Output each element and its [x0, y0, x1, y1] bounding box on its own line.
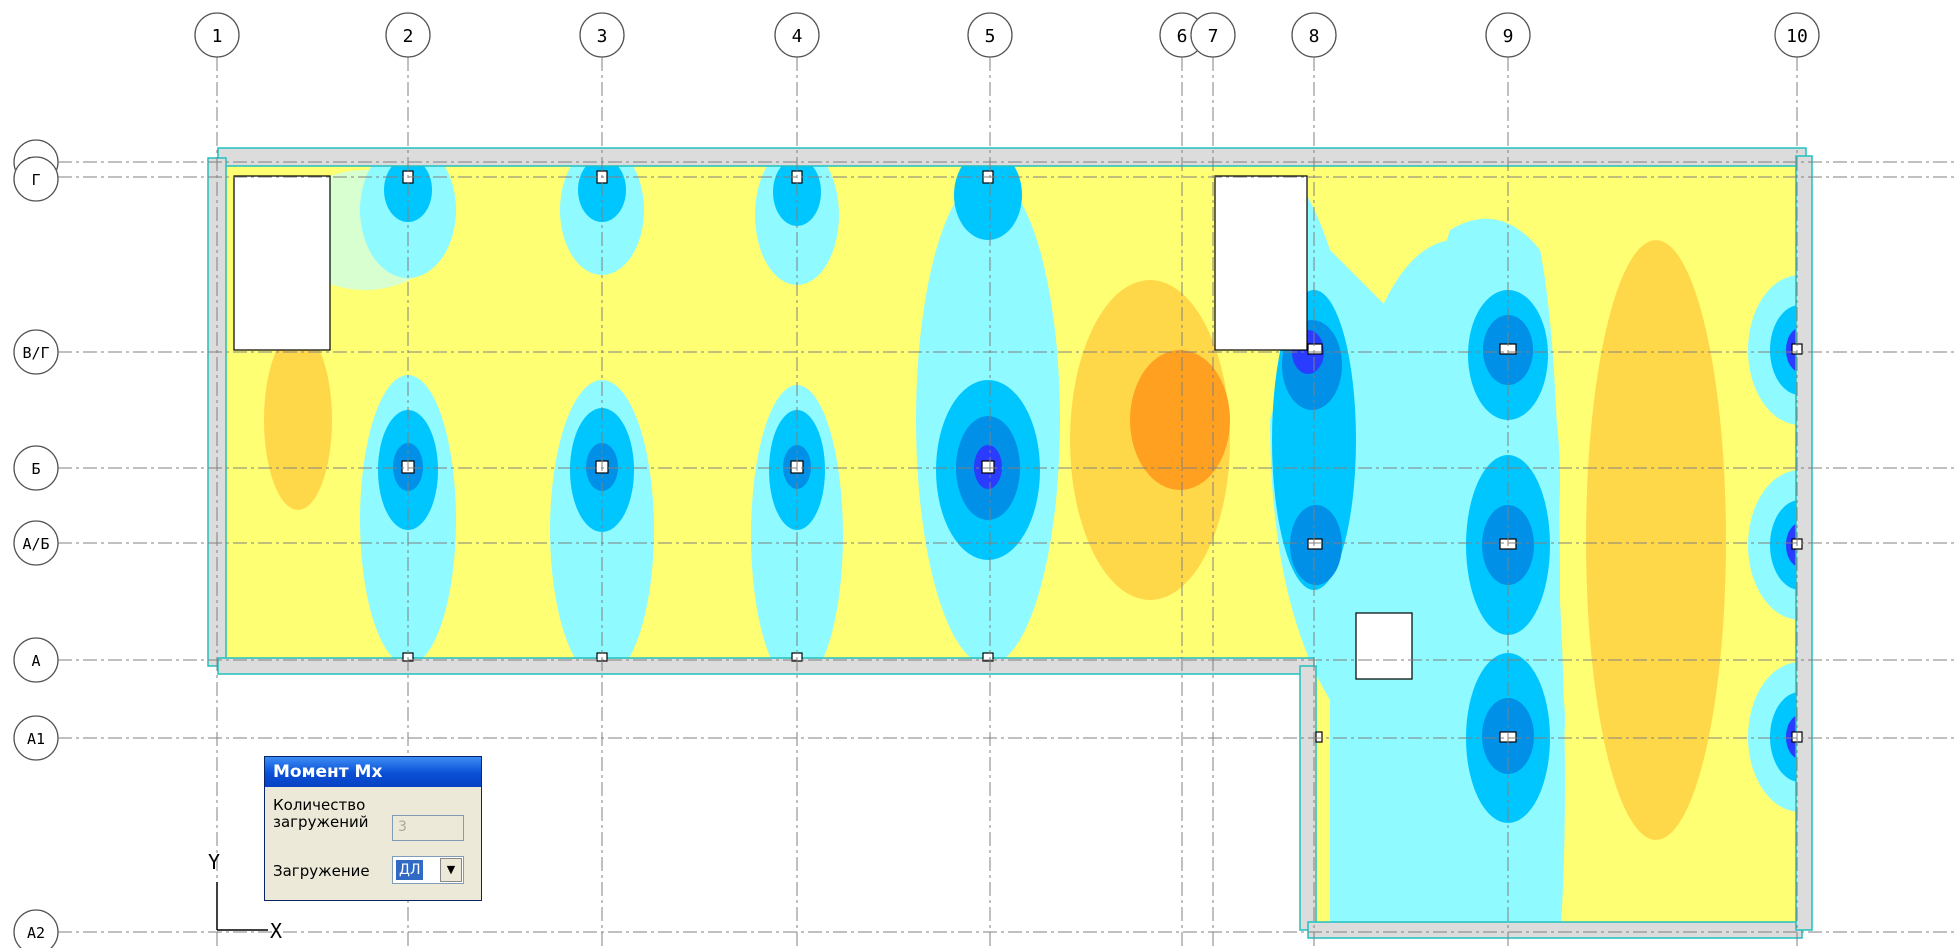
axis-label-h: А1: [27, 730, 45, 748]
axis-label-v: 8: [1309, 26, 1320, 47]
axis-label-h: Б: [31, 460, 40, 478]
axis-bubble-h: Б: [13, 445, 59, 491]
axis-grid: [58, 57, 1954, 948]
axis-label-h: А2: [27, 924, 45, 942]
axis-bubble-h: Г: [13, 156, 59, 202]
axis-label-h: Г: [31, 171, 40, 189]
axis-label-v: 2: [403, 26, 414, 47]
axis-bubble-v: 4: [774, 12, 820, 58]
axis-bubble-h: А: [13, 637, 59, 683]
count-label: Количество загружений: [273, 796, 369, 831]
axis-label-v: 10: [1786, 26, 1808, 47]
wall-bottom-right: [1307, 921, 1803, 939]
axis-label-h: А/Б: [22, 535, 49, 553]
opening-left: [233, 175, 331, 351]
axis-bubble-v: 3: [579, 12, 625, 58]
panel-title[interactable]: Момент Мх: [265, 757, 481, 787]
wall-top: [217, 147, 1807, 167]
axis-label-v: 4: [792, 26, 803, 47]
slab-openings: [233, 175, 1413, 680]
axis-bubble-h: А/Б: [13, 520, 59, 566]
moment-panel[interactable]: Момент Мх Количество загружений 3 Загруж…: [264, 756, 482, 901]
axis-bubble-h: А2: [13, 909, 59, 948]
axis-label-h: А: [31, 652, 40, 670]
ucs-icon: [216, 882, 268, 931]
axis-label-v: 7: [1208, 26, 1219, 47]
opening-top-right: [1214, 175, 1308, 351]
axis-bubble-v: 9: [1485, 12, 1531, 58]
axis-bubble-v: 10: [1774, 12, 1820, 58]
ucs-x-label: X: [270, 919, 282, 943]
ucs-y-label: Y: [208, 850, 220, 874]
count-field: 3: [392, 815, 464, 841]
load-selected-value: ДЛ: [396, 860, 424, 880]
axis-label-v: 9: [1503, 26, 1514, 47]
axis-bubble-h: А1: [13, 715, 59, 761]
opening-small: [1355, 612, 1413, 680]
axis-label-v: 6: [1177, 26, 1188, 47]
axis-label-h: В/Г: [22, 344, 49, 362]
axis-bubble-h: В/Г: [13, 329, 59, 375]
axis-bubble-v: 2: [385, 12, 431, 58]
axis-bubble-v: 1: [194, 12, 240, 58]
axis-label-v: 3: [597, 26, 608, 47]
axis-label-v: 1: [212, 26, 223, 47]
axis-bubble-v: 7: [1190, 12, 1236, 58]
axis-label-v: 5: [985, 26, 996, 47]
axis-bubble-v: 8: [1291, 12, 1337, 58]
dropdown-arrow-icon[interactable]: ▼: [440, 858, 462, 882]
axis-bubble-v: 5: [967, 12, 1013, 58]
load-label: Загружение: [273, 862, 370, 880]
load-select[interactable]: ДЛ ▼: [392, 856, 464, 884]
